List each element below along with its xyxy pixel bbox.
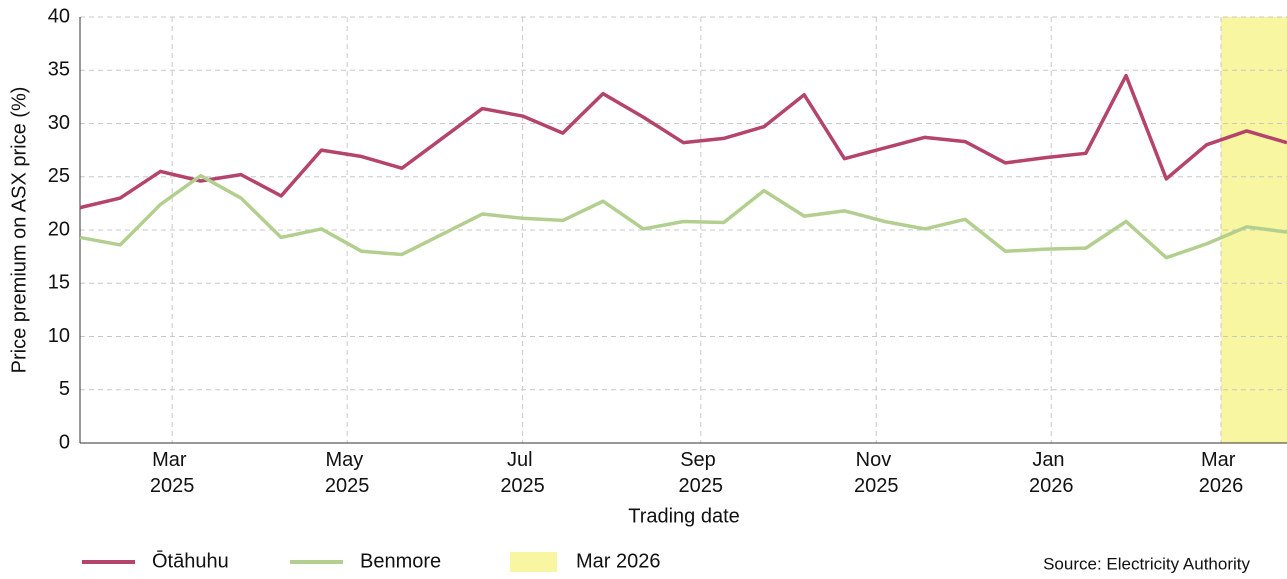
source-note: Source: Electricity Authority: [1043, 554, 1250, 573]
y-tick-label: 30: [48, 112, 70, 134]
y-tick-label: 35: [48, 59, 70, 81]
x-tick-label: Jan 2026: [1029, 449, 1074, 497]
legend-label: Ōtāhuhu: [152, 549, 229, 572]
y-tick-label: 10: [48, 325, 70, 347]
x-tick-label: Mar 2025: [150, 449, 195, 497]
legend-label: Mar 2026: [576, 550, 661, 572]
series-line: [79, 173, 1287, 260]
y-axis-label: Price premium on ASX price (%): [8, 87, 30, 374]
x-tick-label: Mar 2026: [1199, 449, 1244, 497]
y-tick-label: 25: [48, 165, 70, 187]
x-axis-label: Trading date: [628, 505, 740, 527]
x-tick-label: Jul 2025: [500, 449, 545, 497]
y-tick-label: 5: [59, 378, 70, 400]
y-tick-label: 40: [48, 5, 70, 27]
y-tick-label: 0: [59, 431, 70, 453]
y-tick-label: 15: [48, 272, 70, 294]
legend-label: Benmore: [360, 550, 441, 572]
legend-swatch: [510, 552, 557, 572]
x-tick-label: May 2025: [325, 449, 370, 497]
x-tick-label: Nov 2025: [854, 449, 899, 497]
series-line: [79, 73, 1287, 210]
y-tick-label: 20: [48, 218, 70, 240]
x-tick-label: Sep 2025: [679, 449, 724, 497]
